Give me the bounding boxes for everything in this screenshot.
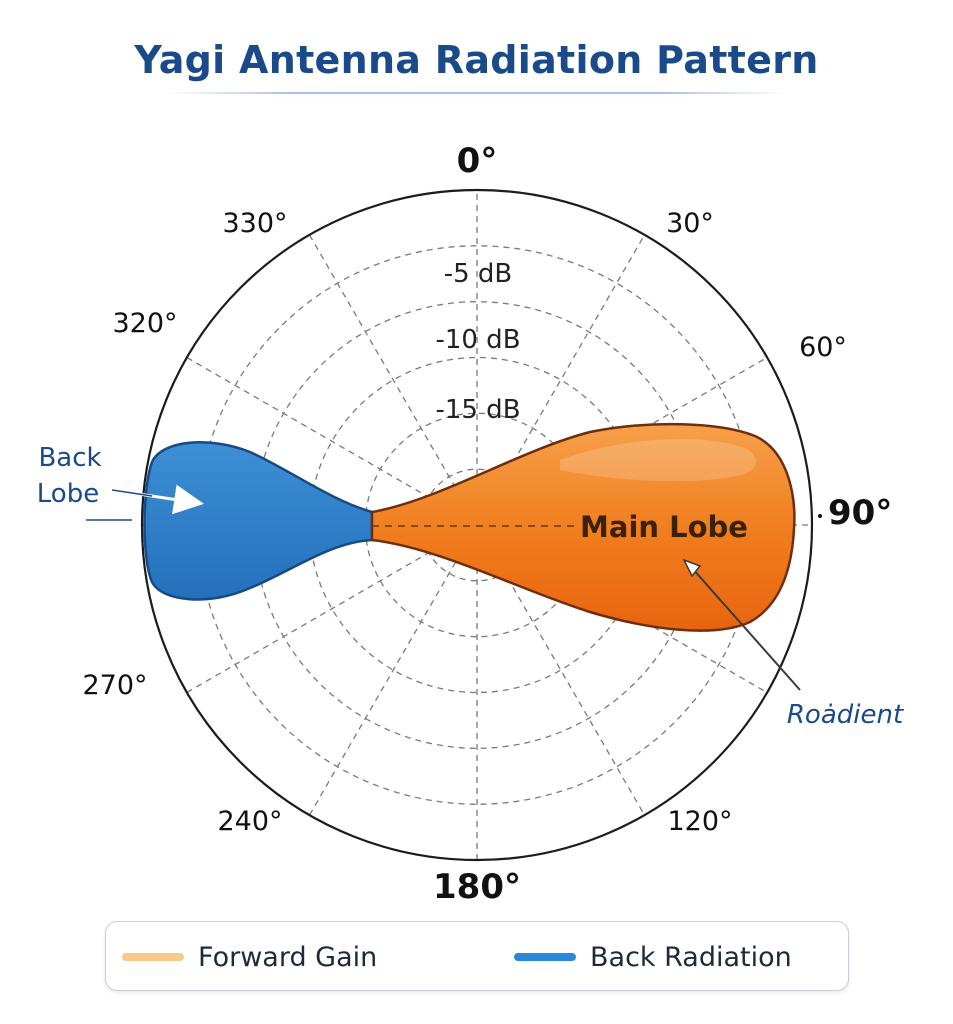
legend-item-back-radiation: Back Radiation	[514, 922, 792, 992]
main-lobe-label: Main Lobe	[580, 510, 748, 544]
db-label-5: -5 dB	[444, 259, 513, 289]
gradient-arrow-head	[682, 558, 702, 578]
outer-circle	[140, 188, 814, 862]
main-lobe-highlight	[560, 438, 757, 482]
angle-label-30: 30°	[666, 208, 714, 239]
legend-swatch-back	[514, 953, 576, 961]
legend-label-back-radiation: Back Radiation	[590, 941, 792, 973]
angle-label-180: 180°	[433, 867, 521, 907]
angle-label-270: 270°	[82, 670, 147, 701]
back-lobe-arrow-tail	[111, 489, 153, 497]
gradient-arrow-line	[691, 567, 801, 691]
angle-label-320: 320°	[112, 308, 177, 339]
db-label-10: -10 dB	[435, 325, 520, 355]
back-lobe-label-line2: Lobe	[37, 479, 99, 509]
db-label-15: -15 dB	[435, 395, 520, 425]
angle-label-330: 330°	[222, 208, 287, 239]
polar-plot: 0° 30° 60° 90° 120° 180° 240° 270° 320° …	[37, 141, 904, 907]
angle-label-60: 60°	[799, 332, 847, 363]
title-underline	[168, 92, 785, 94]
angle-label-90: 90°	[828, 493, 892, 533]
legend-label-forward-gain: Forward Gain	[198, 941, 378, 973]
angle-90-dot	[818, 514, 822, 518]
angle-label-240: 240°	[217, 806, 282, 837]
back-lobe	[143, 441, 374, 601]
diagram-title: Yagi Antenna Radiation Pattern	[134, 38, 819, 82]
gradient-note: Roȧdient	[787, 700, 904, 730]
angle-label-0: 0°	[457, 141, 498, 181]
legend-item-forward-gain: Forward Gain	[122, 922, 377, 992]
main-lobe	[370, 422, 796, 632]
angle-label-120: 120°	[667, 806, 732, 837]
legend-swatch-forward	[122, 953, 184, 961]
legend: Forward Gain Back Radiation	[105, 921, 849, 991]
back-lobe-label-line1: Back	[38, 443, 101, 473]
